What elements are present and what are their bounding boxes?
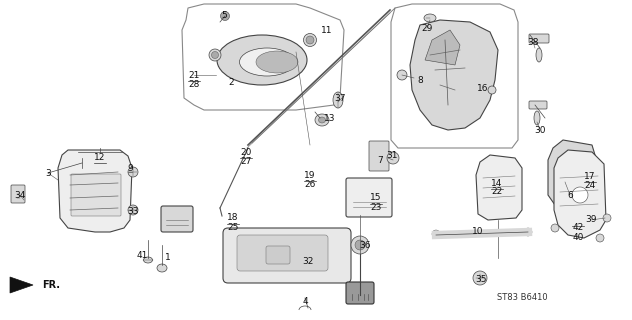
Text: 27: 27 [240,156,252,165]
Text: 42: 42 [573,223,583,233]
Ellipse shape [209,49,221,61]
Text: 31: 31 [386,150,398,159]
FancyBboxPatch shape [161,206,193,232]
Ellipse shape [128,205,138,215]
Text: 35: 35 [475,276,487,284]
Text: 10: 10 [472,228,483,236]
FancyBboxPatch shape [71,174,121,216]
Text: 28: 28 [188,79,200,89]
Text: 36: 36 [359,241,371,250]
Text: FR.: FR. [42,280,60,290]
Text: 9: 9 [127,164,133,172]
Text: 14: 14 [491,179,502,188]
Text: 18: 18 [228,213,239,222]
Ellipse shape [315,114,329,126]
FancyBboxPatch shape [11,185,25,203]
Text: 17: 17 [584,172,596,180]
Ellipse shape [424,14,436,22]
Text: 37: 37 [334,93,346,102]
Circle shape [560,165,580,185]
Ellipse shape [319,117,325,123]
Polygon shape [425,30,460,65]
Text: 29: 29 [422,23,433,33]
Polygon shape [554,150,606,238]
Text: 15: 15 [370,193,382,202]
Circle shape [572,187,588,203]
Polygon shape [58,150,132,232]
Text: 1: 1 [165,253,171,262]
Circle shape [351,236,369,254]
Text: 5: 5 [221,11,227,20]
Text: 33: 33 [127,206,139,215]
Text: 16: 16 [477,84,489,92]
Text: 3: 3 [45,169,51,178]
Ellipse shape [488,86,496,94]
FancyBboxPatch shape [237,235,328,271]
Text: 11: 11 [321,26,333,35]
Ellipse shape [143,257,152,263]
Circle shape [387,152,399,164]
Text: 38: 38 [527,37,538,46]
Text: 2: 2 [228,77,234,86]
Text: 12: 12 [94,153,106,162]
Ellipse shape [551,224,559,232]
Text: 41: 41 [137,252,148,260]
Text: 23: 23 [370,203,382,212]
Text: 40: 40 [573,233,584,242]
Text: 32: 32 [302,258,313,267]
Text: 8: 8 [417,76,423,84]
Text: 26: 26 [305,180,316,188]
Text: 20: 20 [240,148,252,156]
Text: 6: 6 [567,190,573,199]
Text: 25: 25 [228,222,239,231]
Circle shape [565,170,575,180]
FancyBboxPatch shape [346,282,374,304]
Ellipse shape [240,48,295,76]
Text: 4: 4 [302,298,308,307]
Ellipse shape [603,214,611,222]
Text: 19: 19 [304,171,316,180]
Text: 39: 39 [585,215,597,225]
FancyBboxPatch shape [266,246,290,264]
Text: 34: 34 [15,190,26,199]
Ellipse shape [128,167,138,177]
Text: 24: 24 [585,180,595,189]
FancyBboxPatch shape [346,178,392,217]
Circle shape [355,240,365,250]
Circle shape [524,228,532,236]
Ellipse shape [212,52,219,59]
Text: ST83 B6410: ST83 B6410 [497,293,547,302]
Ellipse shape [221,12,229,20]
Ellipse shape [303,34,317,46]
Text: 7: 7 [377,156,383,164]
Ellipse shape [157,264,167,272]
Text: 21: 21 [188,70,200,79]
Text: 13: 13 [324,114,336,123]
Ellipse shape [333,92,343,108]
FancyBboxPatch shape [529,101,547,109]
Circle shape [473,271,487,285]
Circle shape [432,230,440,238]
Polygon shape [10,277,33,293]
Text: 30: 30 [534,125,546,134]
Text: 22: 22 [491,188,502,196]
FancyBboxPatch shape [223,228,351,283]
FancyBboxPatch shape [529,34,549,43]
Ellipse shape [217,35,307,85]
FancyBboxPatch shape [369,141,389,171]
Ellipse shape [596,234,604,242]
Ellipse shape [534,111,540,125]
Polygon shape [476,155,522,220]
Polygon shape [410,20,498,130]
Ellipse shape [536,48,542,62]
Ellipse shape [306,36,314,44]
Ellipse shape [256,51,298,73]
Ellipse shape [397,70,407,80]
Polygon shape [548,140,598,205]
